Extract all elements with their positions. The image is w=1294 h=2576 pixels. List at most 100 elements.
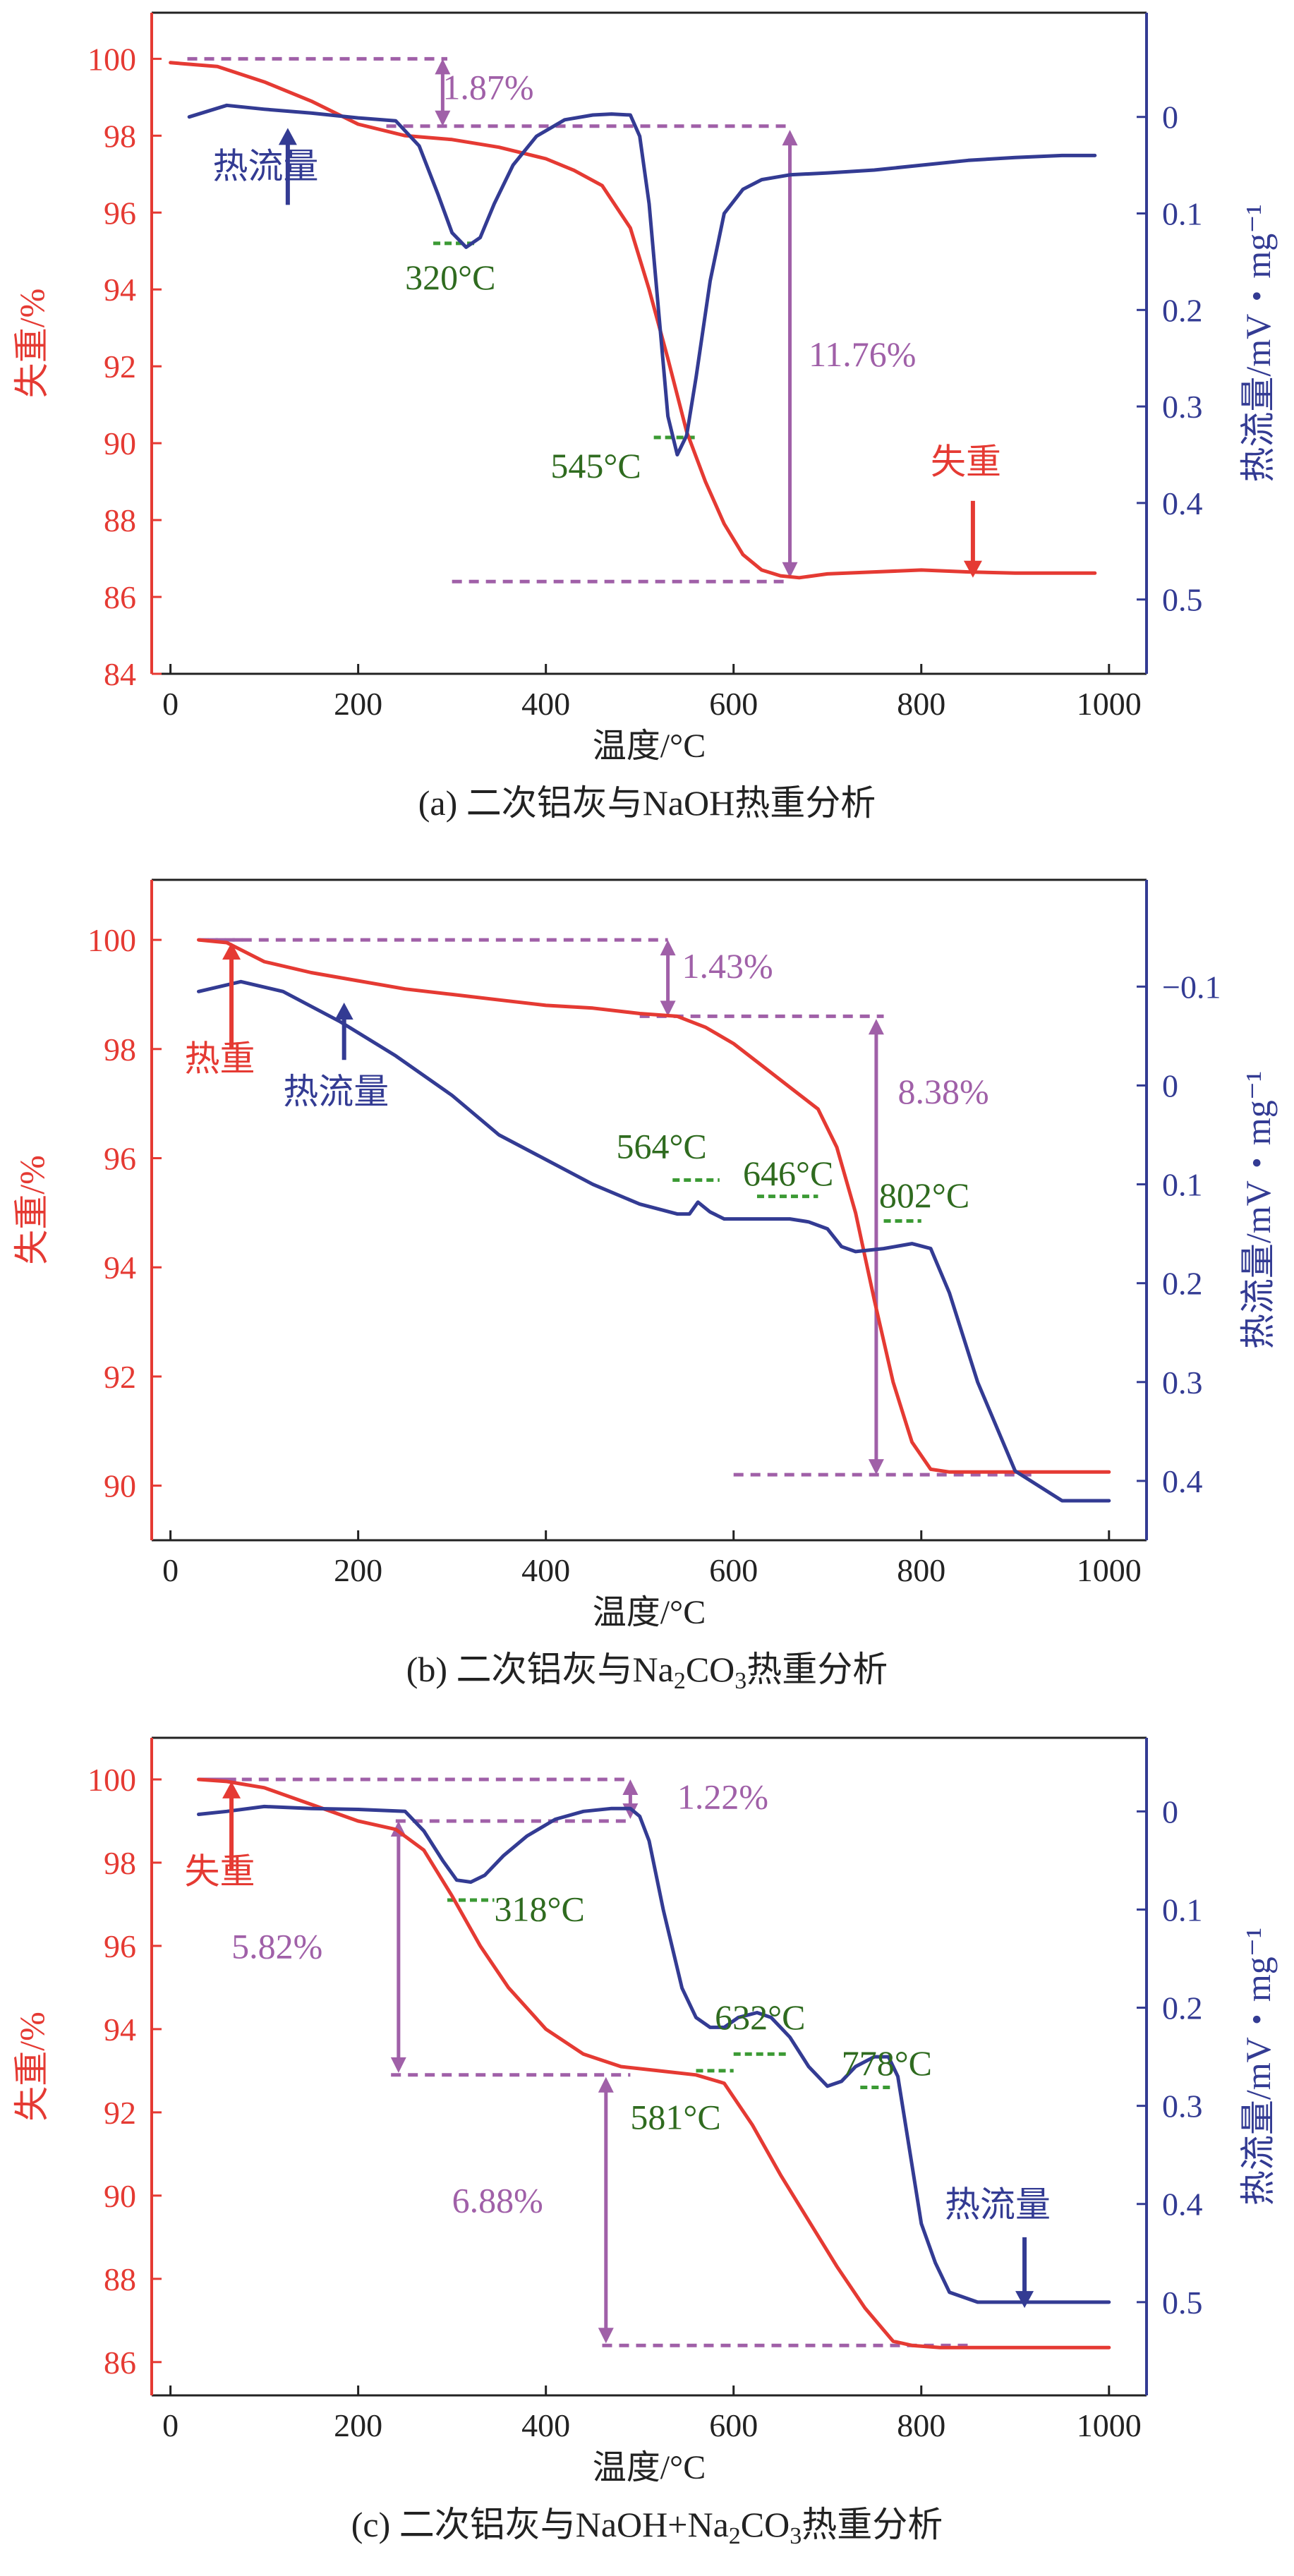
- y-right-tick-label: 0.3: [1162, 389, 1203, 425]
- y-left-tick-label: 98: [104, 1032, 136, 1068]
- y-left-tick-label: 94: [104, 2012, 136, 2048]
- annotation-label: 热流量: [283, 1072, 389, 1111]
- y-right-tick-label: 0: [1162, 99, 1178, 135]
- mass-loss-arrowhead-down: [390, 2057, 406, 2073]
- x-tick-label: 400: [521, 1552, 570, 1588]
- y-left-tick-label: 88: [104, 502, 136, 538]
- x-tick-label: 600: [709, 1552, 758, 1588]
- series-line-heat-flow: [197, 979, 1111, 1503]
- mass-loss-arrowhead-down: [598, 2328, 614, 2344]
- y-right-axis-label: 热流量/mV・mg⁻¹: [1238, 1928, 1278, 2206]
- x-tick-label: 1000: [1077, 686, 1142, 722]
- label-pointer-arrowhead: [222, 942, 241, 960]
- annotation-label: 646°C: [743, 1154, 833, 1193]
- label-pointer-arrowhead: [222, 1781, 241, 1798]
- y-left-tick-label: 90: [104, 1468, 136, 1504]
- mass-loss-arrowhead-up: [622, 1779, 639, 1795]
- y-left-tick-label: 100: [87, 1762, 136, 1798]
- mass-loss-arrowhead-up: [598, 2076, 614, 2093]
- x-tick-label: 0: [162, 686, 179, 722]
- label-pointer-arrowhead: [1015, 2291, 1034, 2309]
- x-tick-label: 1000: [1077, 1552, 1142, 1588]
- series-line-mass-loss: [197, 1777, 1111, 2350]
- x-tick-label: 200: [334, 1552, 382, 1588]
- y-left-tick-label: 98: [104, 118, 136, 154]
- mass-loss-arrowhead-down: [868, 1459, 884, 1475]
- y-left-tick-label: 98: [104, 1845, 136, 1881]
- y-right-tick-label: 0.1: [1162, 1892, 1203, 1928]
- series-line-mass-loss: [169, 61, 1097, 580]
- annotation-label: 632°C: [715, 1997, 805, 2037]
- x-tick-label: 200: [334, 2407, 382, 2443]
- y-left-tick-label: 94: [104, 1250, 136, 1286]
- y-right-tick-label: −0.1: [1162, 969, 1221, 1005]
- y-right-tick-label: 0.3: [1162, 2088, 1203, 2124]
- annotation-label: 失重: [931, 442, 1001, 482]
- y-left-axis-label: 失重/%: [12, 289, 52, 399]
- mass-loss-arrowhead-down: [435, 110, 451, 126]
- y-left-tick-label: 100: [87, 922, 136, 958]
- series-line-heat-flow: [187, 103, 1097, 456]
- y-right-tick-label: 0.1: [1162, 1167, 1203, 1203]
- y-left-tick-label: 92: [104, 349, 136, 385]
- y-left-tick-label: 96: [104, 1928, 136, 1964]
- mass-loss-arrowhead-down: [660, 1000, 676, 1017]
- chart-panel-c: 0 200 400 600 800 1000温度/°C868890929496981000…: [12, 1736, 1278, 2549]
- x-tick-label: 400: [521, 686, 570, 722]
- annotation-label: 热流量: [212, 146, 318, 186]
- figure-caption: (b) 二次铝灰与Na2CO3热重分析: [406, 1650, 888, 1694]
- label-pointer-arrowhead: [278, 128, 297, 145]
- chart-panel-b: 0 200 400 600 800 1000 温度/°C 90 92 94 96 98 100 −0.1 0…: [12, 878, 1278, 1694]
- mass-loss-arrowhead-down: [782, 562, 798, 578]
- y-left-tick-label: 84: [104, 656, 136, 692]
- y-right-tick-label: 0.5: [1162, 582, 1203, 618]
- figure-caption: (c) 二次铝灰与NaOH+Na2CO3热重分析: [351, 2505, 943, 2549]
- y-right-tick-label: 0.2: [1162, 292, 1203, 328]
- y-right-tick-label: 0.2: [1162, 1990, 1203, 2026]
- figure-caption: (a) 二次铝灰与NaOH热重分析: [418, 783, 876, 823]
- x-tick-label: 1000: [1077, 2407, 1142, 2443]
- y-left-tick-label: 92: [104, 2095, 136, 2131]
- y-right-tick-label: 0: [1162, 1068, 1178, 1103]
- x-tick-label: 200: [334, 686, 382, 722]
- y-right-tick-label: 0.3: [1162, 1365, 1203, 1401]
- annotation-label: 6.88%: [452, 2180, 543, 2220]
- y-left-tick-label: 88: [104, 2261, 136, 2297]
- mass-loss-arrowhead-up: [782, 130, 798, 146]
- y-left-tick-label: 96: [104, 1141, 136, 1177]
- x-tick-label: 800: [897, 1552, 945, 1588]
- x-tick-label: 800: [897, 2407, 945, 2443]
- x-tick-label: 600: [709, 2407, 758, 2443]
- x-tick-label: 0: [162, 2407, 179, 2443]
- annotation-label: 热重: [185, 1039, 255, 1079]
- annotation-label: 778°C: [842, 2043, 932, 2083]
- annotation-label: 802°C: [879, 1175, 969, 1215]
- x-tick-label: 800: [897, 686, 945, 722]
- y-right-axis-label: 热流量/mV・mg⁻¹: [1238, 1071, 1278, 1349]
- x-tick-label: 0: [162, 1552, 179, 1588]
- annotation-label: 11.76%: [809, 334, 916, 374]
- annotation-label: 581°C: [630, 2097, 720, 2136]
- annotation-label: 失重: [185, 1851, 255, 1891]
- y-right-tick-label: 0.5: [1162, 2285, 1203, 2321]
- y-right-tick-label: 0.2: [1162, 1266, 1203, 1302]
- y-left-tick-label: 90: [104, 425, 136, 461]
- y-left-tick-label: 100: [87, 41, 136, 77]
- y-right-tick-label: 0.1: [1162, 196, 1203, 232]
- annotation-label: 热流量: [945, 2184, 1051, 2224]
- annotation-label: 318°C: [495, 1889, 585, 1929]
- y-left-tick-label: 86: [104, 579, 136, 615]
- mass-loss-arrowhead-up: [868, 1019, 884, 1035]
- annotation-label: 545°C: [550, 446, 641, 485]
- series-line-mass-loss: [197, 938, 1111, 1474]
- x-axis-label: 温度/°C: [593, 2449, 706, 2486]
- mass-loss-arrowhead-up: [660, 940, 676, 956]
- y-right-tick-label: 0.4: [1162, 2187, 1203, 2223]
- annotation-label: 320°C: [405, 258, 495, 297]
- x-axis-label: 温度/°C: [593, 1594, 706, 1631]
- y-right-tick-label: 0.4: [1162, 1463, 1203, 1499]
- label-pointer-arrowhead: [963, 560, 982, 578]
- mass-loss-arrowhead-up: [435, 59, 451, 75]
- y-left-axis-label: 失重/%: [12, 2012, 52, 2122]
- annotation-label: 1.22%: [677, 1777, 768, 1816]
